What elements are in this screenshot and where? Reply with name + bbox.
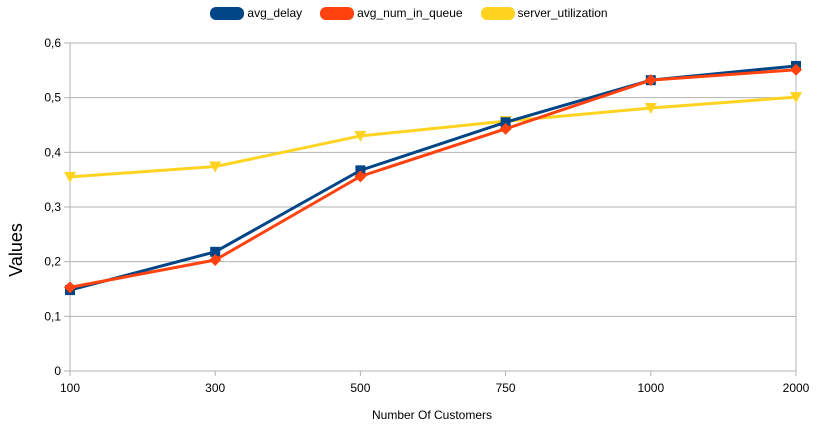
series-group: [64, 60, 802, 296]
legend: avg_delay avg_num_in_queue server_utiliz…: [0, 6, 818, 20]
series-line-avg-num-in-queue: [69, 68, 797, 289]
x-tick-label: 2000: [783, 381, 810, 395]
point-avg-num-in-queue: [499, 122, 512, 135]
series-line-server-utilization: [69, 95, 797, 179]
grid-lines: [64, 42, 797, 376]
x-tick-label: 500: [350, 381, 370, 395]
series-line-avg-delay: [69, 64, 797, 292]
y-tick-label: 0,6: [44, 36, 61, 50]
y-tick-label: 0: [54, 364, 61, 378]
y-tick-label: 0,3: [44, 200, 61, 214]
legend-item-server-utilization: server_utilization: [480, 6, 608, 20]
x-axis-title: Number Of Customers: [372, 408, 492, 422]
legend-label-server-utilization: server_utilization: [517, 6, 608, 20]
point-server-utilization: [354, 130, 367, 142]
point-avg-num-in-queue: [209, 254, 222, 267]
point-avg-num-in-queue: [64, 281, 76, 294]
legend-label-avg-num-in-queue: avg_num_in_queue: [357, 6, 463, 20]
y-tick-labels: 0 0,1 0,2 0,3 0,4 0,5 0,6: [44, 36, 61, 378]
point-avg-num-in-queue: [644, 74, 657, 87]
point-avg-delay: [500, 117, 511, 128]
y-tick-label: 0,4: [44, 145, 61, 159]
point-server-utilization: [209, 161, 222, 173]
legend-swatch-avg-num-in-queue: [320, 6, 355, 20]
point-avg-num-in-queue: [354, 170, 367, 183]
x-tick-label: 300: [205, 381, 225, 395]
x-tick-labels: 100 300 500 750 1000 2000: [60, 381, 810, 395]
legend-label-avg-delay: avg_delay: [247, 6, 303, 20]
point-server-utilization: [790, 92, 802, 104]
x-tick-label: 100: [60, 381, 80, 395]
legend-swatch-avg-delay: [210, 6, 245, 20]
y-tick-label: 0,5: [44, 91, 61, 105]
y-tick-label: 0,1: [44, 309, 61, 323]
legend-item-avg-num-in-queue: avg_num_in_queue: [320, 6, 463, 20]
legend-item-avg-delay: avg_delay: [210, 6, 302, 20]
x-tick-label: 750: [496, 381, 516, 395]
point-avg-delay: [355, 165, 366, 176]
x-tick-label: 1000: [637, 381, 664, 395]
y-axis-title: Values: [6, 223, 26, 277]
point-server-utilization: [64, 171, 76, 183]
point-avg-delay: [210, 246, 221, 257]
point-avg-num-in-queue: [790, 63, 802, 76]
point-server-utilization: [644, 103, 657, 115]
legend-swatch-server-utilization: [480, 6, 515, 20]
y-tick-label: 0,2: [44, 255, 61, 269]
